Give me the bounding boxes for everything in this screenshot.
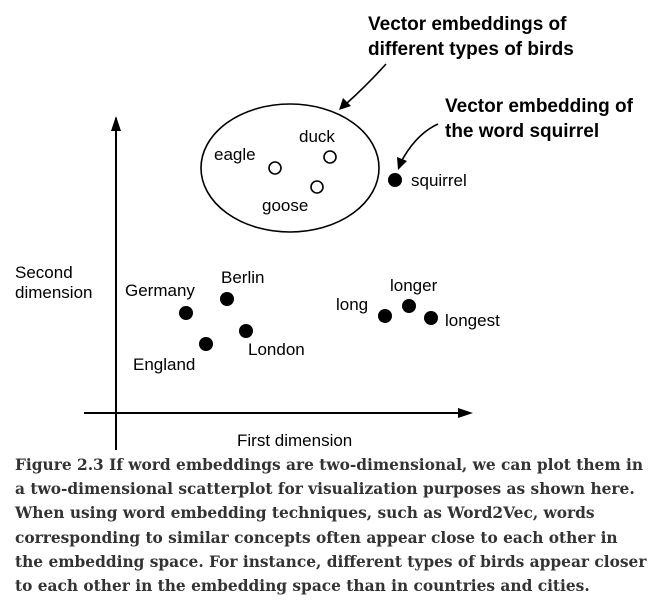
point-london-marker xyxy=(239,324,253,338)
point-goose-marker xyxy=(310,180,324,194)
point-long-label: long xyxy=(336,295,368,314)
point-germany-marker xyxy=(179,306,193,320)
point-england-label: England xyxy=(133,355,195,374)
point-london-label: London xyxy=(248,340,305,359)
point-long-marker xyxy=(378,309,392,323)
birds-annotation-line-2: different types of birds xyxy=(368,39,574,60)
point-eagle-label: eagle xyxy=(214,145,256,164)
point-longer-label: longer xyxy=(390,276,438,295)
word-embedding-scatter-diagram: First dimension Second dimension Vector … xyxy=(15,14,634,450)
y-axis-label-line-1: Second xyxy=(15,263,73,282)
y-axis-label-line-2: dimension xyxy=(15,283,93,302)
x-axis-arrowhead xyxy=(458,408,473,418)
point-goose-label: goose xyxy=(262,196,308,215)
figure-caption: Figure 2.3 If word embeddings are two-di… xyxy=(15,456,647,596)
birds-annotation-pointer xyxy=(345,63,387,105)
point-germany-label: Germany xyxy=(125,281,195,300)
point-berlin-marker xyxy=(220,292,234,306)
point-england-marker xyxy=(199,337,213,351)
birds-annotation-line-1: Vector embeddings of xyxy=(368,14,567,35)
point-longest-label: longest xyxy=(445,311,500,330)
birds-pointer-arrowhead xyxy=(339,98,351,110)
point-longest-marker xyxy=(424,311,438,325)
point-squirrel-label: squirrel xyxy=(411,171,467,190)
point-berlin-label: Berlin xyxy=(221,268,264,287)
point-longer-marker xyxy=(402,299,416,313)
point-duck-marker xyxy=(323,150,337,164)
point-squirrel-marker xyxy=(388,173,402,187)
point-duck-label: duck xyxy=(299,127,335,146)
point-eagle-marker xyxy=(268,161,282,175)
x-axis-label: First dimension xyxy=(237,431,352,450)
bird-cluster-ellipse xyxy=(200,103,380,233)
squirrel-annotation-line-2: the word squirrel xyxy=(445,121,599,142)
squirrel-annotation-line-1: Vector embedding of xyxy=(445,96,634,117)
squirrel-annotation-pointer xyxy=(400,123,439,163)
squirrel-pointer-arrowhead xyxy=(397,157,407,170)
y-axis-arrowhead xyxy=(111,116,121,131)
